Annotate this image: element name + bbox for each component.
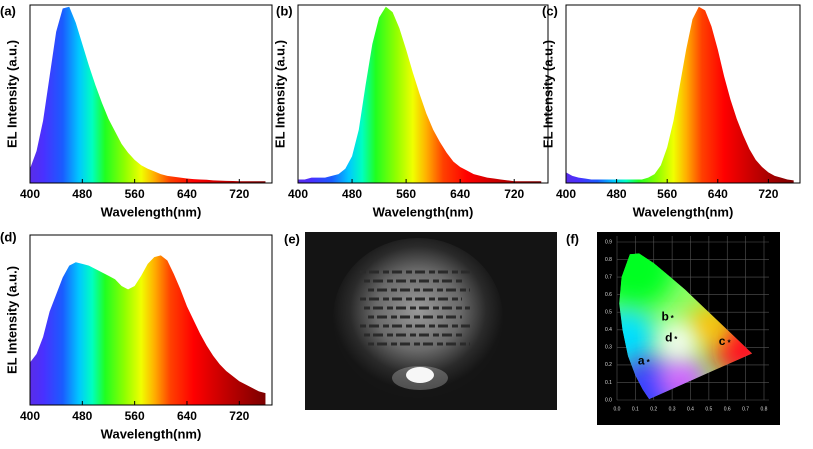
y-tick-label: 0.9 bbox=[605, 239, 612, 245]
panel-label: (d) bbox=[0, 229, 17, 244]
x-tick-label: 640 bbox=[708, 187, 728, 201]
x-tick-label: 560 bbox=[396, 187, 416, 201]
x-tick-label: 0.6 bbox=[724, 406, 731, 412]
cie-color bbox=[619, 253, 676, 309]
y-axis-label: EL Intensity (a.u.) bbox=[4, 40, 19, 148]
spectrum-area bbox=[298, 6, 542, 184]
x-tick-label: 400 bbox=[20, 187, 40, 201]
point-marker: * bbox=[671, 314, 675, 323]
x-tick-label: 0.0 bbox=[614, 406, 621, 412]
x-tick-label: 480 bbox=[72, 409, 92, 423]
point-label: b bbox=[661, 310, 668, 324]
spectrum-area bbox=[566, 6, 794, 184]
y-tick-label: 0.8 bbox=[605, 257, 612, 263]
point-label: a bbox=[638, 354, 645, 368]
x-tick-label: 0.3 bbox=[669, 406, 676, 412]
plot-frame bbox=[565, 4, 801, 184]
y-axis-label: EL Intensity (a.u.) bbox=[540, 40, 555, 148]
panel-label: (a) bbox=[0, 3, 16, 18]
cie-color bbox=[657, 322, 698, 363]
y-axis-label: EL Intensity (a.u.) bbox=[4, 266, 19, 374]
x-tick-label: 0.4 bbox=[687, 406, 694, 412]
x-tick-label: 480 bbox=[607, 187, 627, 201]
point-marker: * bbox=[728, 339, 732, 348]
x-tick-label: 0.7 bbox=[742, 406, 749, 412]
x-tick-label: 560 bbox=[125, 187, 145, 201]
x-tick-label: 720 bbox=[229, 187, 249, 201]
x-tick-label: 720 bbox=[504, 187, 524, 201]
x-tick-label: 480 bbox=[72, 187, 92, 201]
cie-color bbox=[619, 308, 657, 369]
x-tick-label: 720 bbox=[758, 187, 778, 201]
x-axis-label: Wavelength(nm) bbox=[101, 426, 202, 441]
x-tick-label: 400 bbox=[20, 409, 40, 423]
y-tick-label: 0.7 bbox=[605, 274, 612, 280]
y-tick-label: 0.2 bbox=[605, 362, 612, 368]
y-tick-label: 0.0 bbox=[605, 397, 612, 403]
x-tick-label: 480 bbox=[342, 187, 362, 201]
panel-label: (f) bbox=[566, 231, 579, 246]
y-tick-label: 0.3 bbox=[605, 345, 612, 351]
photo-led-halo bbox=[392, 366, 448, 390]
panel-label: (c) bbox=[542, 3, 558, 18]
photo-led bbox=[406, 367, 434, 383]
x-tick-label: 560 bbox=[657, 187, 677, 201]
x-axis-label: Wavelength(nm) bbox=[373, 204, 474, 219]
x-tick-label: 400 bbox=[288, 187, 308, 201]
x-axis-label: Wavelength(nm) bbox=[633, 204, 734, 219]
x-tick-label: 0.5 bbox=[705, 406, 712, 412]
y-tick-label: 0.1 bbox=[605, 380, 612, 386]
x-tick-label: 0.2 bbox=[650, 406, 657, 412]
spectrum-area bbox=[30, 255, 266, 405]
point-label: d bbox=[665, 331, 672, 345]
y-tick-label: 0.6 bbox=[605, 292, 612, 298]
spectrum-area bbox=[30, 6, 266, 184]
point-marker: * bbox=[647, 358, 651, 367]
plot-frame bbox=[29, 4, 273, 184]
x-tick-label: 400 bbox=[556, 187, 576, 201]
x-tick-label: 0.8 bbox=[761, 406, 768, 412]
x-tick-label: 0.1 bbox=[632, 406, 639, 412]
x-axis-label: Wavelength(nm) bbox=[101, 204, 202, 219]
x-tick-label: 640 bbox=[177, 409, 197, 423]
point-marker: * bbox=[674, 335, 678, 344]
x-tick-label: 720 bbox=[229, 409, 249, 423]
y-tick-label: 0.4 bbox=[605, 327, 612, 333]
plot-frame bbox=[297, 4, 549, 184]
point-label: c bbox=[719, 334, 726, 348]
y-axis-label: EL Intensity (a.u.) bbox=[272, 40, 287, 148]
panel-label: (b) bbox=[276, 3, 293, 18]
x-tick-label: 640 bbox=[177, 187, 197, 201]
panel-label: (e) bbox=[284, 231, 300, 246]
x-tick-label: 640 bbox=[450, 187, 470, 201]
y-tick-label: 0.5 bbox=[605, 310, 612, 316]
x-tick-label: 560 bbox=[125, 409, 145, 423]
plot-frame bbox=[29, 234, 273, 406]
